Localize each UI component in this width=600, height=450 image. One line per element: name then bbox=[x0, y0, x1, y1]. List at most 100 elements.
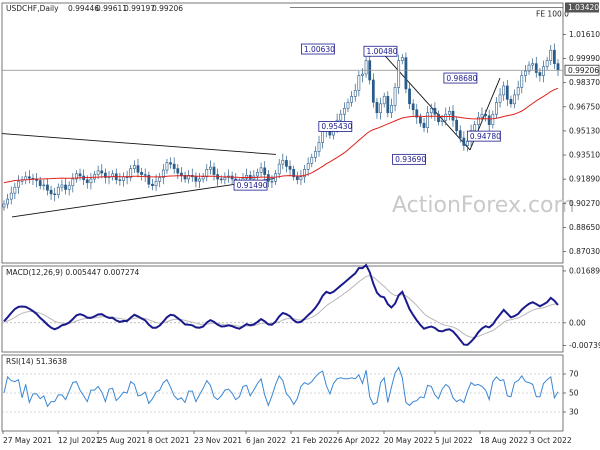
time-tick-label: 8 Oct 2021 bbox=[148, 436, 190, 445]
key-level-label: 0.94780 bbox=[470, 132, 501, 141]
candle-body bbox=[353, 90, 357, 97]
time-tick-label: 6 Jan 2022 bbox=[246, 436, 286, 445]
rsi-line bbox=[3, 366, 559, 408]
candle-body bbox=[437, 113, 440, 122]
candle-body bbox=[219, 178, 223, 181]
candle-body bbox=[429, 107, 433, 114]
candle-body bbox=[444, 113, 448, 121]
candle-body bbox=[303, 169, 306, 178]
time-tick-label: 27 May 2021 bbox=[3, 436, 52, 445]
candle-body bbox=[556, 63, 560, 71]
price-tick-label: 0.98370 bbox=[569, 78, 600, 87]
candle-body bbox=[364, 60, 368, 75]
candle-body bbox=[538, 72, 542, 76]
candle-body bbox=[292, 169, 296, 178]
candle-body bbox=[42, 184, 46, 187]
candle-body bbox=[393, 87, 397, 106]
candle-body bbox=[154, 180, 158, 187]
candle-body bbox=[129, 168, 133, 178]
candle-body bbox=[433, 107, 437, 115]
time-tick-label: 21 Feb 2022 bbox=[291, 436, 338, 445]
ohlc-low: 0.99197 bbox=[124, 4, 155, 13]
projection-line bbox=[379, 49, 471, 151]
candle-body bbox=[169, 162, 172, 165]
candle-body bbox=[277, 163, 281, 175]
candle-body bbox=[375, 102, 379, 114]
key-level-box bbox=[233, 179, 268, 191]
candle-body bbox=[549, 49, 553, 61]
price-pane: ActionForex.com 1.00630 1.00480 0.95430 0.9… bbox=[1, 2, 575, 264]
key-level-labels: 1.00630 1.00480 0.95430 0.98680 0.93690 0.947… bbox=[233, 43, 501, 191]
price-tick-label: 0.90270 bbox=[569, 199, 600, 208]
candle-body bbox=[408, 88, 411, 105]
key-level-box bbox=[363, 45, 398, 57]
candle-body bbox=[132, 165, 136, 169]
price-tick-label: 0.96750 bbox=[569, 102, 600, 111]
candle-body bbox=[462, 137, 466, 146]
top-level-label: 1.03420 bbox=[568, 3, 599, 12]
candle-body bbox=[56, 186, 60, 195]
price-axis: 1.01610 0.99990 0.98370 0.96750 0.95130 0.935… bbox=[2, 2, 600, 256]
candle-body bbox=[505, 85, 509, 100]
macd-axis: 0.016893 0.00 -0.007393 bbox=[563, 266, 600, 350]
key-level-box bbox=[318, 121, 353, 132]
fe-label: FE 100.0 bbox=[536, 9, 569, 18]
time-tick-label: 12 Jul 2021 bbox=[58, 436, 101, 445]
candle-body bbox=[371, 79, 375, 103]
candle-body bbox=[458, 130, 462, 139]
candle-body bbox=[440, 119, 444, 122]
candle-body bbox=[498, 94, 502, 103]
candle-body bbox=[27, 176, 31, 179]
candle-body bbox=[64, 184, 67, 190]
candle-body bbox=[400, 57, 404, 61]
candle-body bbox=[495, 102, 498, 115]
time-tick-label: 6 Apr 2022 bbox=[338, 436, 380, 445]
candle-body bbox=[256, 172, 259, 177]
key-level-label: 1.00480 bbox=[366, 47, 397, 56]
candle-body bbox=[321, 130, 325, 143]
candle-body bbox=[350, 96, 353, 103]
candle-body bbox=[38, 180, 42, 187]
rsi-guidelines bbox=[2, 373, 563, 413]
candle-body bbox=[6, 198, 10, 205]
candle-body bbox=[85, 179, 89, 184]
price-tick-label: 0.99990 bbox=[569, 54, 600, 63]
macd-pane: MACD(12,26,9) 0.005447 0.007274 bbox=[1, 263, 564, 353]
key-level-label: 0.98680 bbox=[446, 74, 477, 83]
candle-body bbox=[397, 60, 401, 88]
rsi-title: RSI(14) 51.3638 bbox=[6, 357, 67, 366]
candle-body bbox=[404, 57, 408, 90]
rsi-pane: RSI(14) 51.3638 bbox=[1, 354, 564, 432]
candle-body bbox=[103, 172, 107, 178]
time-tick-label: 20 May 2022 bbox=[384, 436, 433, 445]
key-level-label: 1.00630 bbox=[304, 45, 335, 54]
candle-body bbox=[306, 163, 310, 170]
candle-body bbox=[209, 166, 212, 170]
candle-body bbox=[78, 173, 82, 177]
candle-body bbox=[49, 189, 53, 195]
candle-body bbox=[288, 166, 292, 170]
last-price-label: 0.99206 bbox=[568, 66, 599, 75]
time-tick-label: 5 Jul 2022 bbox=[435, 436, 473, 445]
candle-body bbox=[317, 142, 321, 152]
candle-body bbox=[205, 169, 209, 178]
candle-body bbox=[266, 174, 270, 182]
key-level-box bbox=[392, 153, 426, 165]
candle-body bbox=[447, 110, 451, 115]
candle-body bbox=[223, 177, 227, 181]
candle-body bbox=[46, 184, 49, 191]
candle-body bbox=[2, 203, 6, 208]
candle-body bbox=[198, 178, 201, 182]
candle-body bbox=[480, 113, 484, 118]
candle-body bbox=[285, 160, 288, 167]
candle-body bbox=[158, 177, 162, 182]
candle-body bbox=[379, 103, 382, 114]
watermark: ActionForex.com bbox=[392, 193, 575, 218]
candle-body bbox=[118, 179, 122, 181]
candle-body bbox=[542, 66, 545, 76]
candle-body bbox=[386, 96, 390, 114]
candle-body bbox=[96, 170, 100, 175]
key-level-label: 0.95430 bbox=[321, 122, 352, 131]
candle-body bbox=[466, 140, 469, 146]
